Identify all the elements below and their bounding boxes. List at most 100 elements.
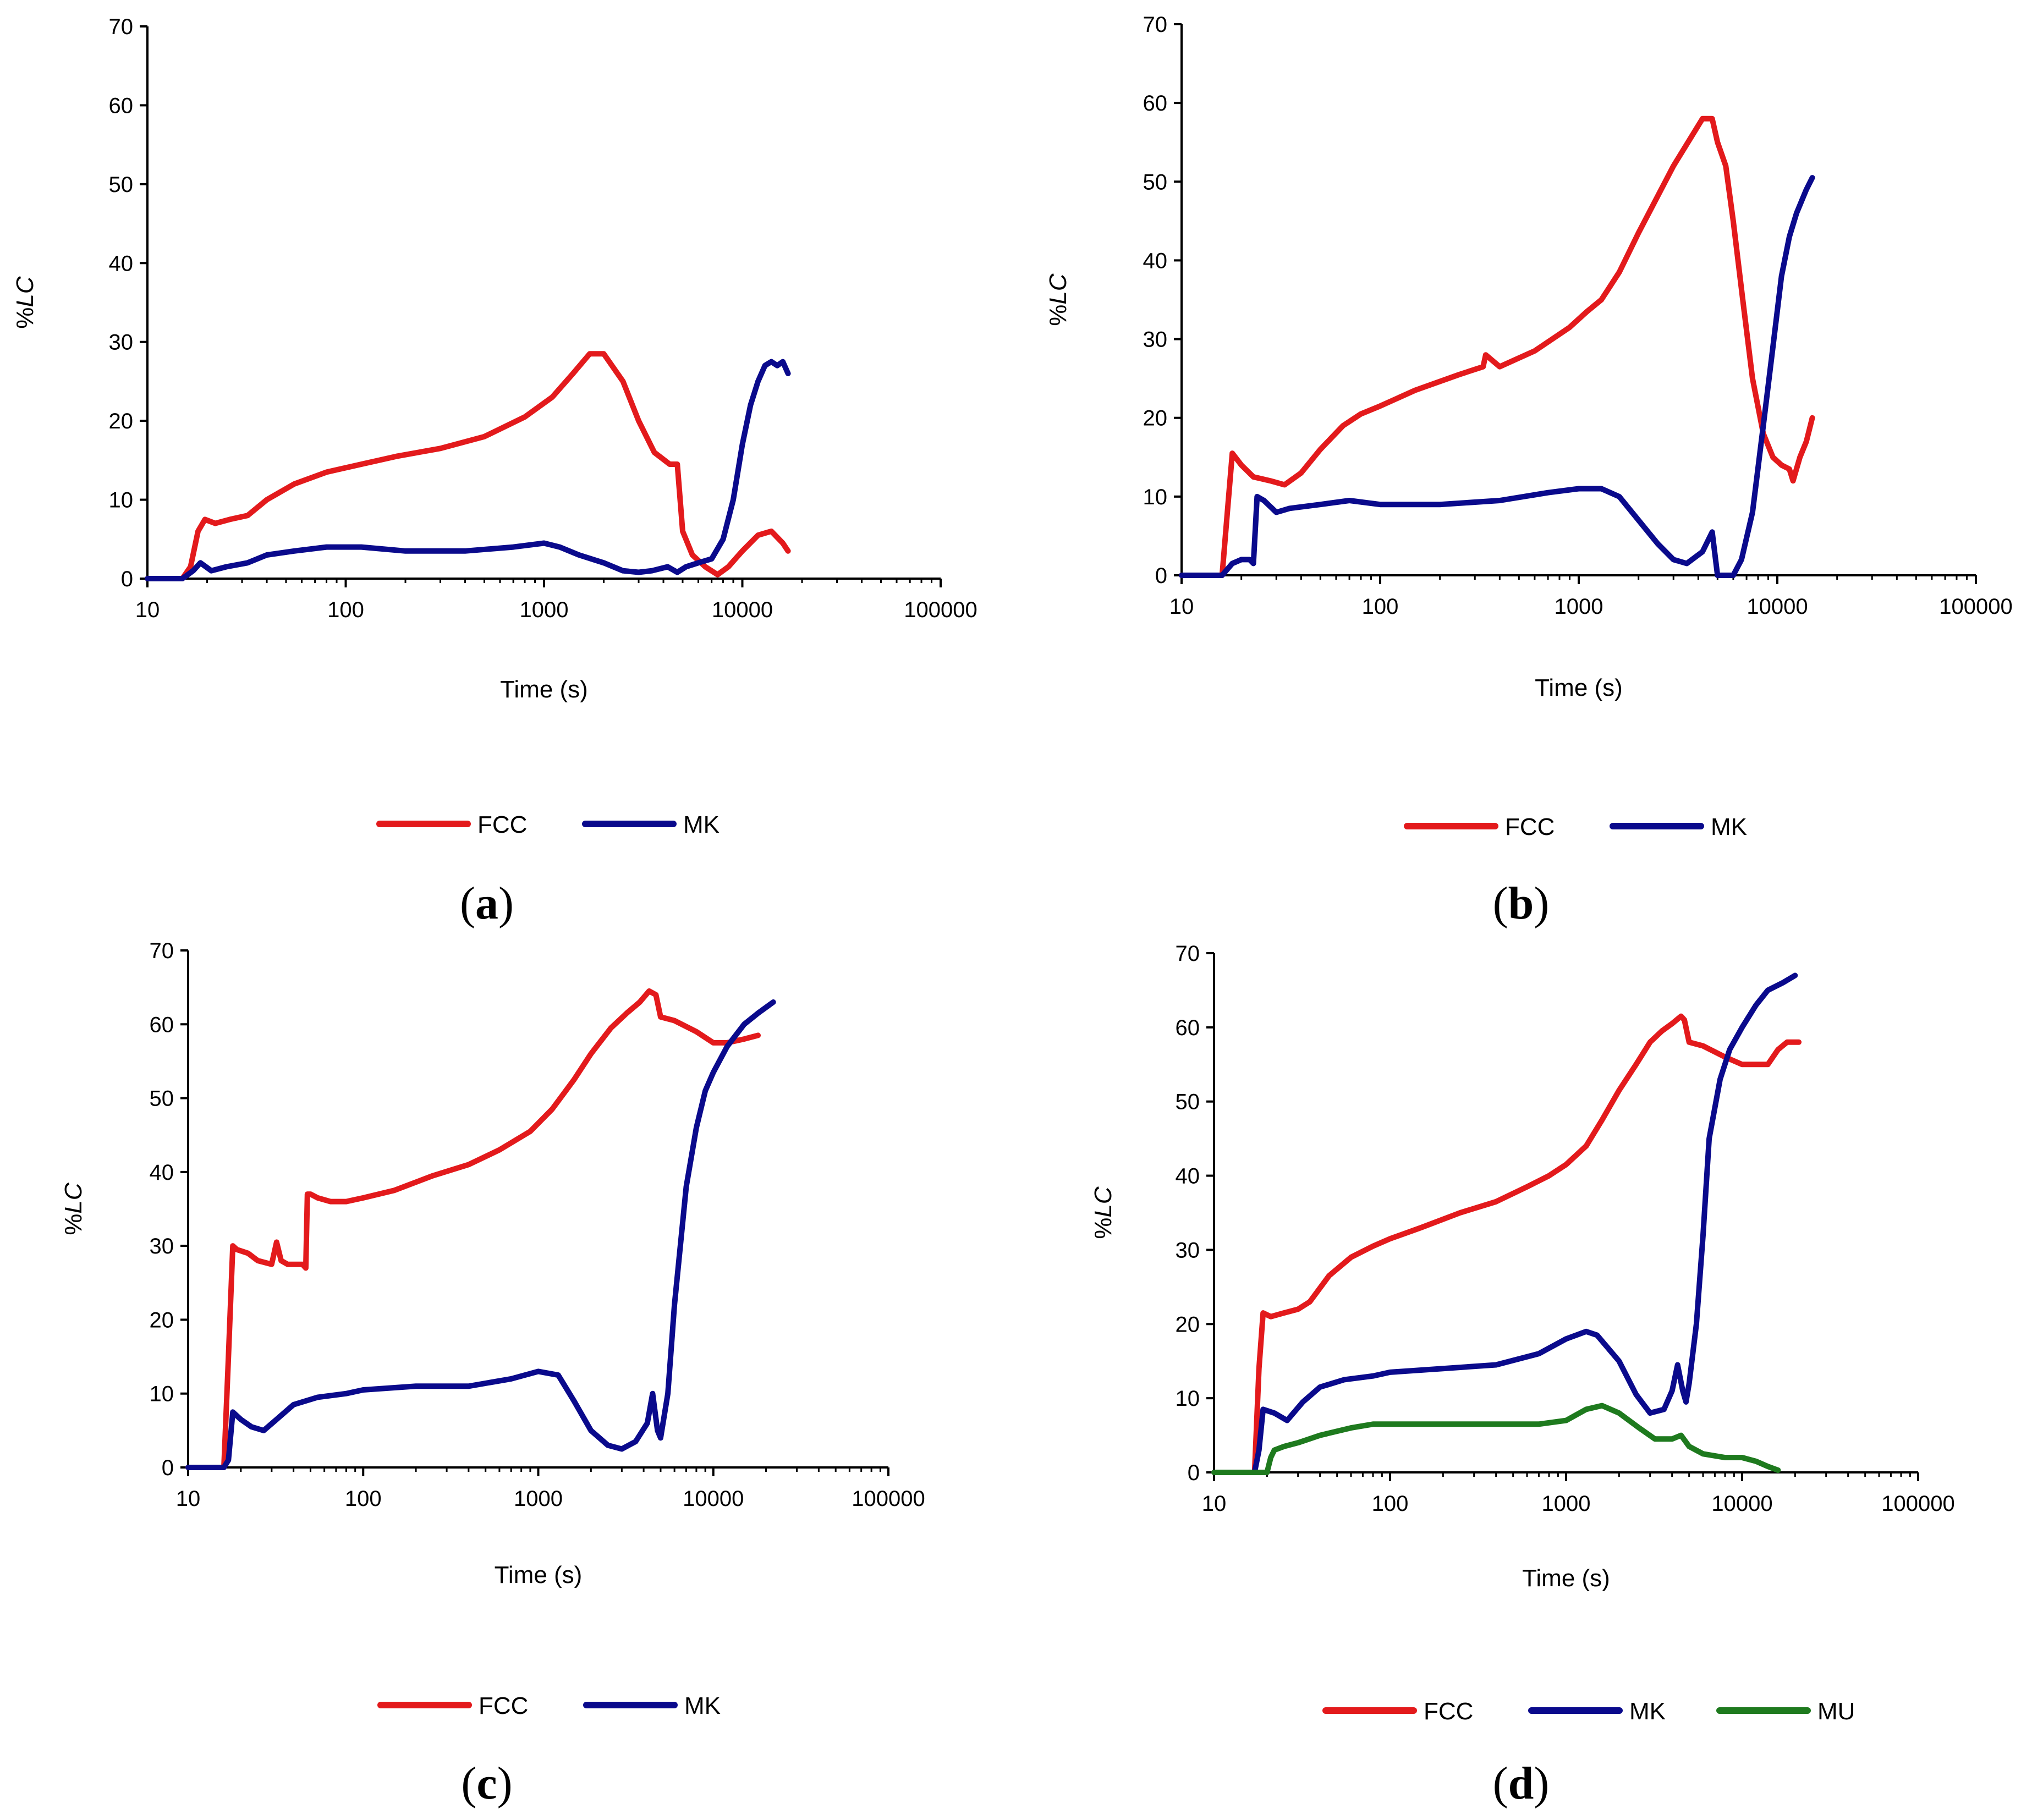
x-tick-label: 10 (1202, 1492, 1227, 1516)
y-tick-label: 40 (150, 1161, 174, 1185)
y-tick-label: 30 (109, 331, 134, 355)
x-tick-label: 10 (176, 1487, 201, 1511)
x-tick-label: 1000 (1542, 1492, 1591, 1516)
series-line-mk (185, 999, 776, 1470)
y-tick-label: 50 (1176, 1090, 1200, 1114)
x-tick-label: 10 (1169, 595, 1194, 619)
legend-label-mk: MK (683, 811, 720, 838)
panel-label-c: (c) (461, 1758, 512, 1809)
x-tick-label: 10000 (1747, 595, 1808, 619)
panel-label-letter: b (1508, 878, 1534, 929)
x-tick-label: 100 (327, 598, 364, 622)
y-axis-label-var: LC (12, 276, 39, 307)
panel-label-letter: a (475, 878, 498, 929)
y-tick-label: 10 (1176, 1387, 1200, 1411)
series-line-mk (1211, 972, 1798, 1475)
panel-label-open-paren: ( (1493, 878, 1508, 929)
y-tick-label: 70 (1176, 942, 1200, 966)
y-tick-label: 50 (109, 173, 134, 197)
y-axis-label-prefix: % (1045, 305, 1072, 326)
panel-label-letter: d (1508, 1758, 1534, 1809)
series-line-mu (1211, 1403, 1781, 1475)
legend-label-fcc: FCC (479, 1692, 528, 1719)
y-tick-label: 50 (1143, 170, 1168, 194)
x-tick-label: 10000 (1711, 1492, 1772, 1516)
panel-label-open-paren: ( (1493, 1758, 1508, 1809)
series-line-fcc (185, 988, 761, 1470)
y-axis-label-prefix: % (60, 1214, 87, 1235)
panel-label-close-paren: ) (498, 878, 514, 929)
x-axis-label: Time (s) (500, 676, 588, 703)
series-line-mk (1179, 175, 1815, 578)
panel-label-a: (a) (460, 878, 514, 929)
y-tick-label: 40 (1143, 249, 1168, 273)
y-axis-label-var: LC (1090, 1186, 1117, 1217)
series-line-mk (145, 359, 791, 581)
y-tick-label: 10 (109, 488, 134, 513)
y-tick-label: 60 (1176, 1016, 1200, 1040)
panel-label-d: (d) (1493, 1758, 1550, 1809)
panel-label-open-paren: ( (460, 878, 475, 929)
x-tick-label: 100000 (852, 1487, 925, 1511)
x-tick-label: 100000 (1939, 595, 2012, 619)
legend-label-mk: MK (1629, 1698, 1666, 1725)
y-axis-label-prefix: % (1090, 1218, 1117, 1239)
x-tick-label: 10000 (712, 598, 773, 622)
panel-label-close-paren: ) (497, 1758, 513, 1809)
x-tick-label: 1000 (1555, 595, 1603, 619)
panel-label-open-paren: ( (461, 1758, 476, 1809)
panel-label-close-paren: ) (1534, 878, 1549, 929)
y-tick-label: 20 (109, 409, 134, 433)
x-axis-label: Time (s) (1522, 1565, 1610, 1592)
y-tick-label: 60 (1143, 91, 1168, 116)
y-tick-label: 30 (150, 1234, 174, 1258)
y-axis-label: %LC (1045, 273, 1072, 326)
legend-label-mk: MK (1711, 813, 1747, 840)
x-tick-label: 100000 (1881, 1492, 1954, 1516)
legend-label-fcc: FCC (1505, 813, 1555, 840)
series-line-fcc (145, 351, 791, 581)
y-tick-label: 10 (1143, 485, 1168, 509)
y-tick-label: 30 (1143, 328, 1168, 352)
y-axis-label: %LC (60, 1182, 87, 1235)
y-tick-label: 60 (109, 94, 134, 118)
legend-label-mk: MK (684, 1692, 721, 1719)
y-tick-label: 40 (1176, 1164, 1200, 1189)
y-tick-label: 70 (150, 939, 174, 963)
y-tick-label: 70 (109, 15, 134, 39)
x-tick-label: 10 (135, 598, 160, 622)
y-tick-label: 40 (109, 251, 134, 276)
x-tick-label: 100 (1372, 1492, 1409, 1516)
x-tick-label: 10000 (683, 1487, 744, 1511)
legend-label-fcc: FCC (477, 811, 527, 838)
y-tick-label: 20 (1143, 406, 1168, 431)
panel-label-close-paren: ) (1534, 1758, 1549, 1809)
legend-label-fcc: FCC (1424, 1698, 1473, 1725)
y-tick-label: 60 (150, 1013, 174, 1037)
y-axis-label-var: LC (60, 1182, 87, 1213)
y-tick-label: 10 (150, 1382, 174, 1406)
series-line-fcc (1179, 116, 1815, 578)
x-tick-label: 100000 (904, 598, 977, 622)
y-tick-label: 0 (162, 1456, 174, 1480)
y-tick-label: 0 (1155, 564, 1167, 588)
y-tick-label: 20 (1176, 1312, 1200, 1337)
legend-label-mu: MU (1817, 1698, 1855, 1725)
x-tick-label: 1000 (520, 598, 569, 622)
x-tick-label: 1000 (514, 1487, 563, 1511)
x-axis-label: Time (s) (495, 1561, 583, 1588)
y-axis-label: %LC (1090, 1186, 1117, 1239)
y-axis-label-prefix: % (12, 307, 39, 329)
y-tick-label: 50 (150, 1087, 174, 1111)
panel-label-b: (b) (1493, 878, 1550, 929)
y-tick-label: 30 (1176, 1238, 1200, 1262)
y-tick-label: 70 (1143, 13, 1168, 37)
x-axis-label: Time (s) (1535, 674, 1623, 701)
y-tick-label: 20 (150, 1308, 174, 1332)
x-tick-label: 100 (1362, 595, 1399, 619)
